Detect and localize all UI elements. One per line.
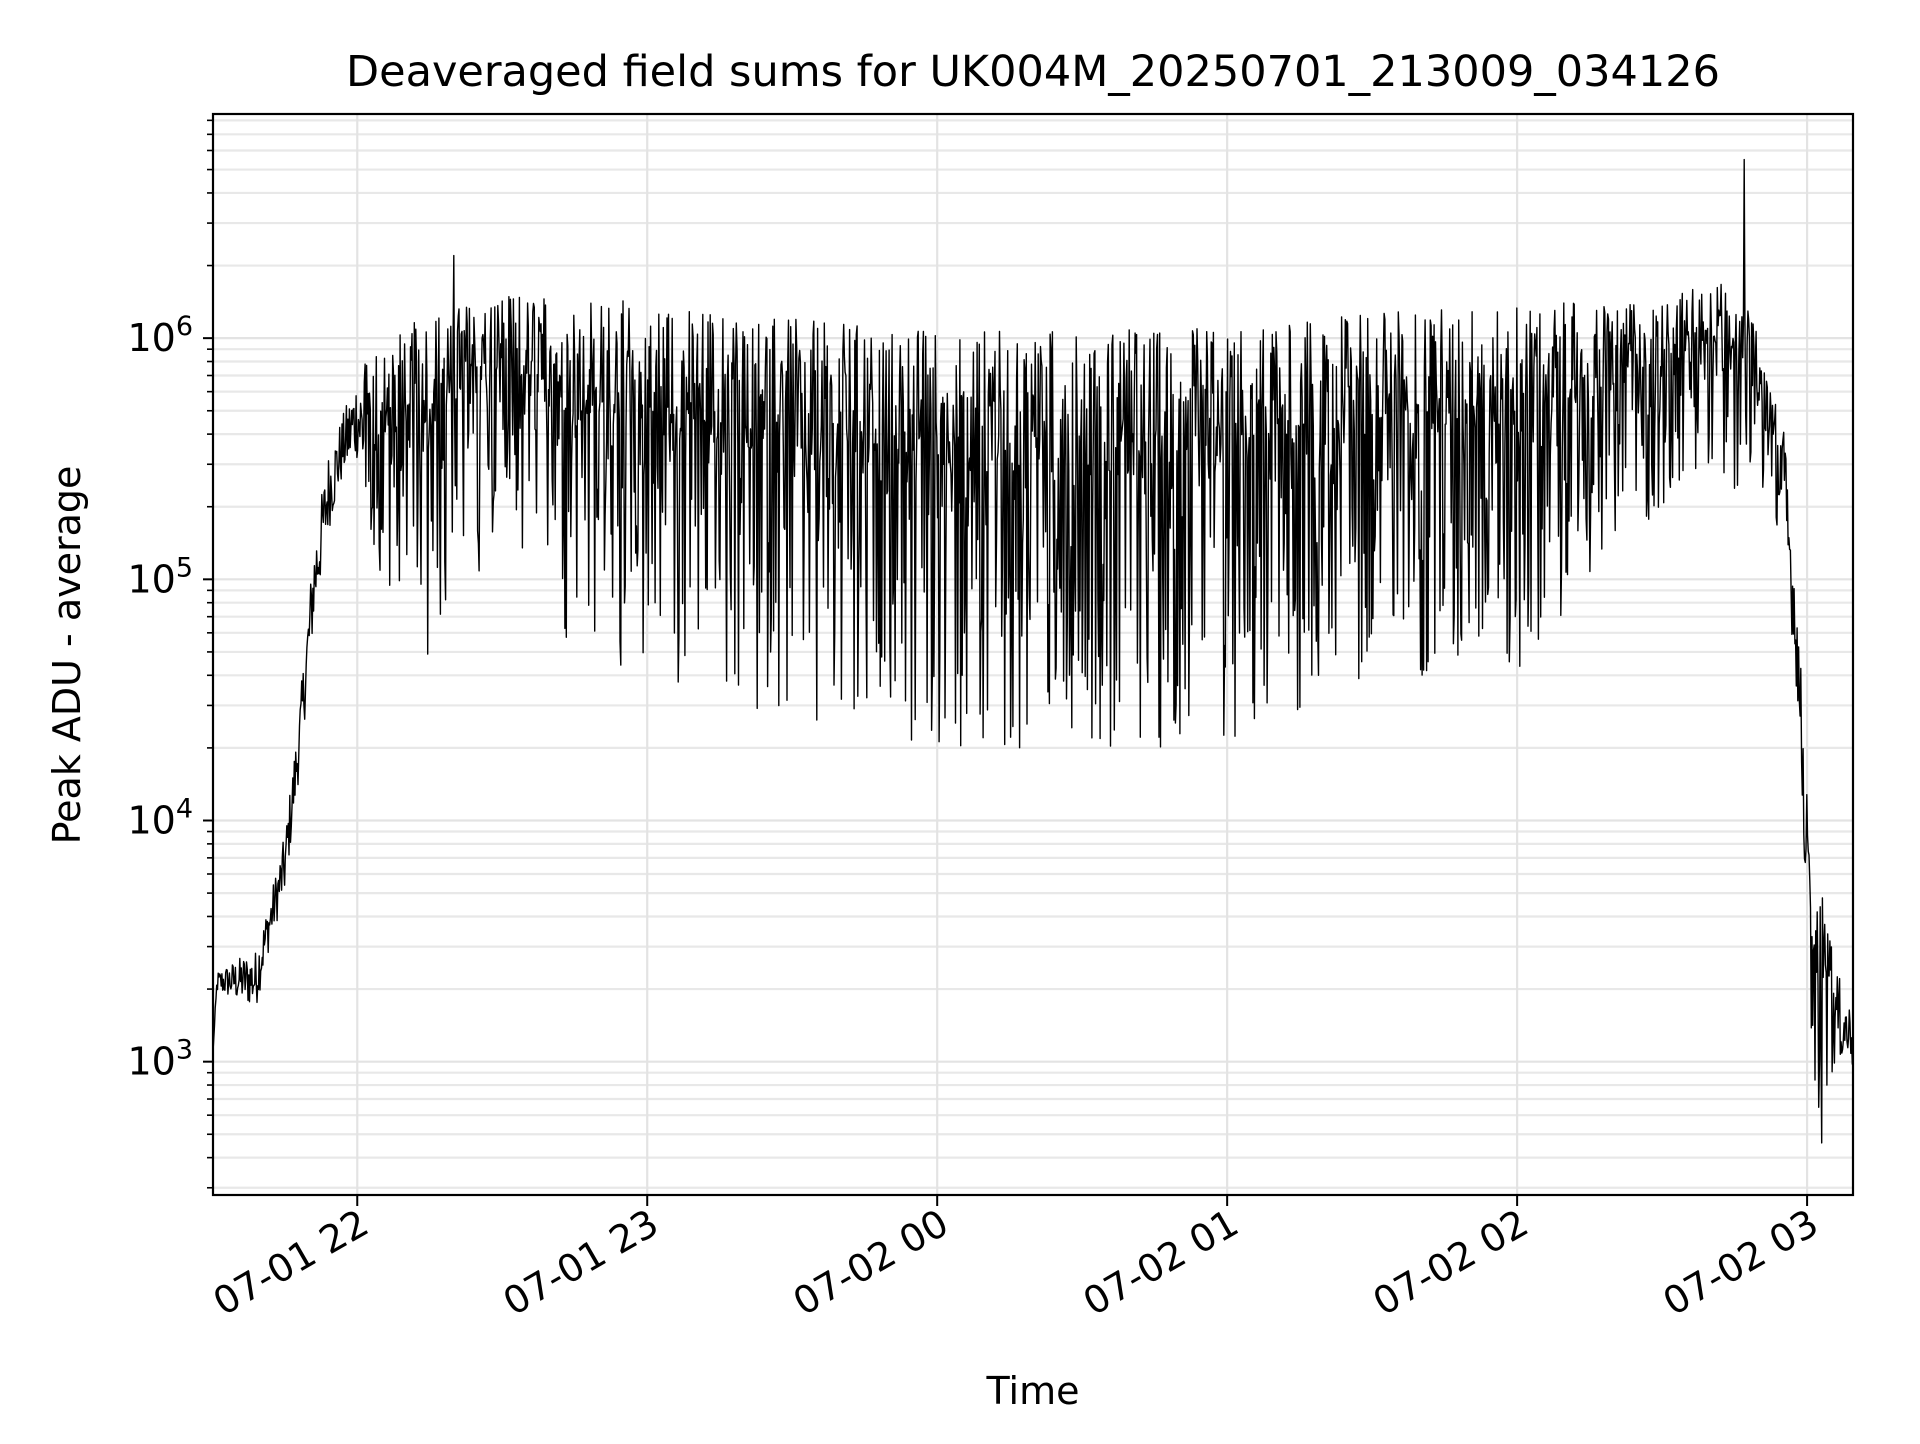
x-axis: 07-01 22 07-01 23 07-02 00 07-02 01 07-02 02… — [206, 1195, 1826, 1324]
grid — [213, 114, 1853, 1195]
plot-frame — [211, 112, 1855, 1197]
x-tick-label: 07-01 23 — [496, 1201, 666, 1325]
x-tick-label: 07-02 03 — [1656, 1201, 1826, 1325]
y-tick-label: 104 — [127, 793, 193, 842]
chart-title: Deaveraged field sums for UK004M_2025070… — [346, 47, 1720, 97]
y-axis: 103 104 105 106 — [127, 119, 213, 1189]
x-tick-label: 07-01 22 — [206, 1201, 376, 1325]
x-tick-label: 07-02 00 — [786, 1201, 956, 1325]
y-axis-label: Peak ADU - average — [45, 466, 89, 845]
series-line — [212, 158, 1854, 1144]
y-tick-label: 106 — [127, 311, 193, 360]
x-tick-label: 07-02 01 — [1076, 1201, 1246, 1325]
y-tick-label: 105 — [127, 552, 193, 601]
x-axis-label: Time — [986, 1369, 1080, 1413]
x-tick-label: 07-02 02 — [1366, 1201, 1536, 1325]
series-line-layer — [212, 158, 1854, 1144]
y-tick-label: 103 — [127, 1035, 193, 1084]
